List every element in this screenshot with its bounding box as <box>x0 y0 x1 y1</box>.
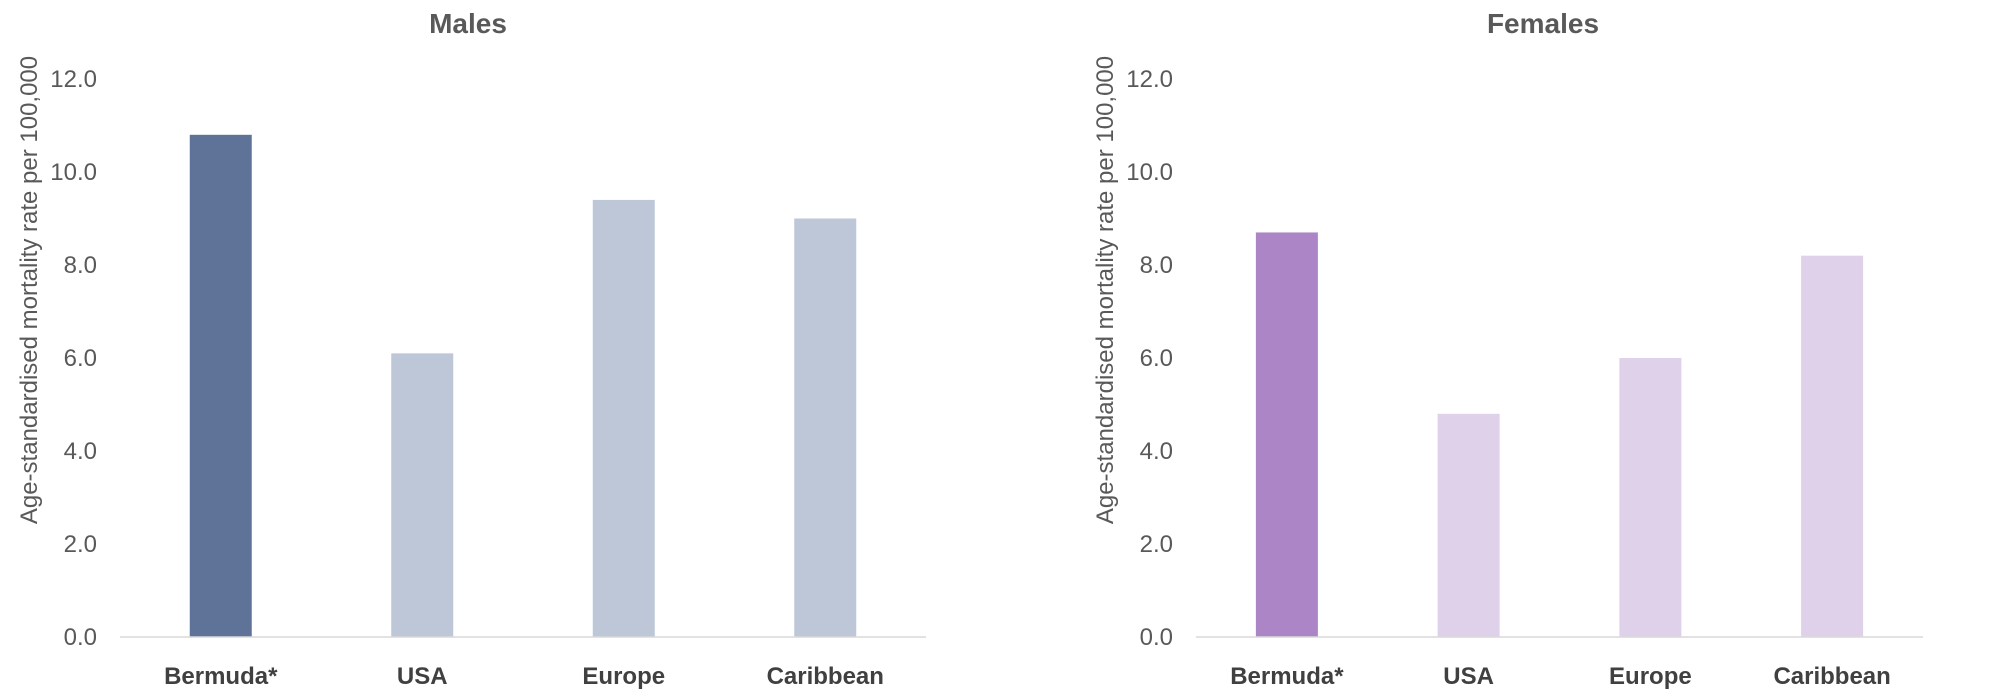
y-axis-label: Age-standardised mortality rate per 100,… <box>1092 56 1119 524</box>
y-tick-label: 6.0 <box>64 345 97 372</box>
x-tick-label: Caribbean <box>1773 663 1890 690</box>
x-tick-label: Bermuda* <box>1230 663 1344 690</box>
x-tick-label: Europe <box>582 663 665 690</box>
x-tick-label: USA <box>397 663 448 690</box>
x-tick-label: Caribbean <box>767 663 884 690</box>
chart-title: Females <box>1487 8 1599 39</box>
y-tick-label: 0.0 <box>64 624 97 651</box>
females-chart-panel: Females Age-standardised mortality rate … <box>1092 8 1923 690</box>
y-tick-label: 2.0 <box>1140 531 1173 558</box>
y-tick-label: 8.0 <box>64 252 97 279</box>
y-tick-label: 0.0 <box>1140 624 1173 651</box>
x-tick-label: Bermuda* <box>164 663 278 690</box>
bar <box>391 353 454 637</box>
bar <box>794 218 857 637</box>
x-tick-label: USA <box>1443 663 1494 690</box>
y-tick-label: 10.0 <box>50 159 97 186</box>
y-tick-label: 8.0 <box>1140 252 1173 279</box>
y-tick-label: 4.0 <box>1140 438 1173 465</box>
bar <box>1801 255 1864 637</box>
bar <box>592 199 655 637</box>
y-tick-label: 4.0 <box>64 438 97 465</box>
y-tick-label: 10.0 <box>1126 159 1173 186</box>
bar <box>189 134 252 638</box>
chart-title: Males <box>429 8 507 39</box>
bars <box>189 134 857 638</box>
y-tick-labels: 0.0 2.0 4.0 6.0 8.0 10.0 12.0 <box>1126 66 1173 651</box>
bars <box>1255 232 1864 637</box>
y-tick-label: 12.0 <box>1126 66 1173 93</box>
bar <box>1255 232 1318 637</box>
y-tick-label: 6.0 <box>1140 345 1173 372</box>
bar <box>1619 358 1682 637</box>
y-axis-label: Age-standardised mortality rate per 100,… <box>16 56 43 524</box>
bar <box>1437 413 1500 637</box>
category-labels: Bermuda* USA Europe Caribbean <box>1230 663 1891 690</box>
y-tick-label: 12.0 <box>50 66 97 93</box>
category-labels: Bermuda* USA Europe Caribbean <box>164 663 884 690</box>
males-chart-panel: Males Age-standardised mortality rate pe… <box>16 8 926 690</box>
x-tick-label: Europe <box>1609 663 1692 690</box>
y-tick-labels: 0.0 2.0 4.0 6.0 8.0 10.0 12.0 <box>50 66 97 651</box>
y-tick-label: 2.0 <box>64 531 97 558</box>
